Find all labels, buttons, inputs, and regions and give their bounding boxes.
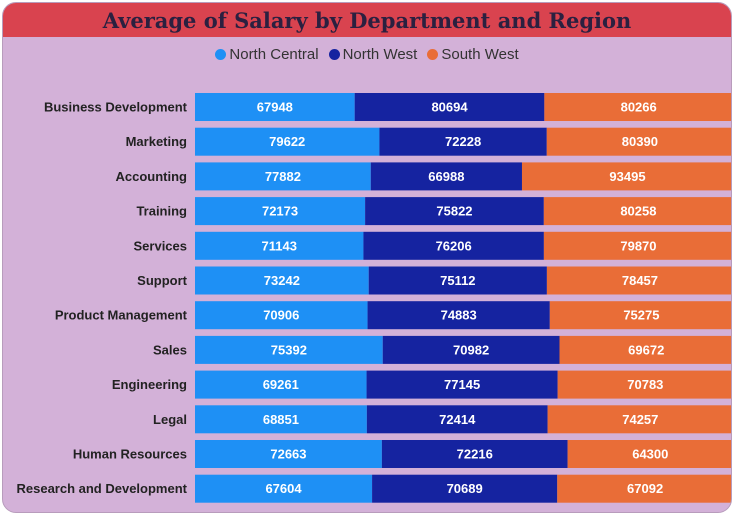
category-label-product-management: Product Management (55, 308, 188, 323)
bar-legal-north-west[interactable] (366, 405, 548, 434)
data-label-business-development-north-central: 67948 (257, 100, 293, 115)
data-label-training-north-west: 75822 (436, 204, 472, 219)
legend-item-north-west[interactable]: North West (328, 46, 418, 63)
data-label-engineering-south-west: 70783 (627, 377, 663, 392)
data-label-product-management-south-west: 75275 (623, 308, 659, 323)
data-label-services-north-west: 76206 (436, 238, 472, 253)
bar-services-south-west[interactable] (543, 231, 732, 260)
data-label-accounting-north-west: 66988 (428, 169, 464, 184)
bar-accounting-south-west[interactable] (521, 162, 732, 191)
data-label-product-management-north-west: 74883 (441, 308, 477, 323)
bar-research-and-development-south-west[interactable] (557, 474, 732, 503)
bar-support-south-west[interactable] (546, 266, 732, 295)
data-label-legal-north-west: 72414 (439, 412, 476, 427)
bar-human-resources-north-central[interactable] (195, 440, 382, 468)
data-label-marketing-north-west: 72228 (445, 134, 481, 149)
legend: North Central North West South West (3, 46, 731, 63)
data-label-human-resources-north-central: 72663 (270, 447, 306, 462)
bar-marketing-north-central[interactable] (195, 127, 380, 156)
bar-product-management-north-west[interactable] (367, 301, 550, 330)
data-label-research-and-development-north-central: 67604 (265, 481, 302, 496)
bar-research-and-development-north-west[interactable] (372, 474, 558, 503)
bar-business-development-south-west[interactable] (544, 93, 732, 121)
data-label-training-north-central: 72173 (262, 204, 298, 219)
data-label-research-and-development-south-west: 67092 (627, 481, 663, 496)
bar-engineering-north-west[interactable] (366, 370, 558, 399)
data-label-marketing-south-west: 80390 (622, 134, 658, 149)
category-label-legal: Legal (153, 412, 187, 427)
title-bar: Average of Salary by Department and Regi… (3, 3, 731, 37)
data-label-engineering-north-west: 77145 (444, 377, 480, 392)
bar-marketing-north-west[interactable] (379, 127, 547, 156)
bar-sales-north-central[interactable] (195, 335, 383, 364)
bar-business-development-north-west[interactable] (354, 93, 545, 121)
bar-research-and-development-north-central[interactable] (195, 474, 373, 503)
legend-dot-icon (215, 49, 227, 60)
category-label-human-resources: Human Resources (73, 447, 187, 462)
data-label-human-resources-north-west: 72216 (457, 447, 493, 462)
bar-human-resources-north-west[interactable] (381, 440, 568, 468)
data-label-services-north-central: 71143 (262, 238, 297, 253)
category-label-training: Training (136, 204, 187, 219)
data-label-accounting-north-central: 77882 (265, 169, 301, 184)
bar-accounting-north-central[interactable] (195, 162, 371, 191)
category-label-business-development: Business Development (44, 100, 188, 115)
data-label-sales-north-west: 70982 (453, 342, 489, 357)
bar-accounting-north-west[interactable] (370, 162, 522, 191)
legend-item-south-west[interactable]: South West (427, 46, 519, 63)
data-label-training-south-west: 80258 (620, 204, 656, 219)
bar-engineering-south-west[interactable] (557, 370, 732, 399)
data-label-support-north-central: 73242 (264, 273, 300, 288)
legend-label: North Central (229, 46, 319, 63)
bar-training-north-west[interactable] (365, 197, 544, 226)
bar-legal-north-central[interactable] (195, 405, 367, 434)
data-label-human-resources-south-west: 64300 (632, 447, 668, 462)
category-label-accounting: Accounting (116, 169, 188, 184)
data-label-support-north-west: 75112 (440, 273, 475, 288)
bar-marketing-south-west[interactable] (546, 127, 732, 156)
bar-engineering-north-central[interactable] (195, 370, 367, 399)
bar-services-north-central[interactable] (195, 231, 364, 260)
category-label-research-and-development: Research and Development (16, 481, 187, 496)
bar-training-north-central[interactable] (195, 197, 366, 226)
legend-label: North West (342, 46, 418, 63)
data-label-sales-south-west: 69672 (628, 342, 664, 357)
data-label-legal-south-west: 74257 (622, 412, 658, 427)
category-label-services: Services (134, 238, 188, 253)
category-label-engineering: Engineering (112, 377, 187, 392)
chart-title: Average of Salary by Department and Regi… (102, 7, 632, 33)
data-label-product-management-north-central: 70906 (263, 308, 299, 323)
data-label-business-development-north-west: 80694 (431, 100, 468, 115)
bar-product-management-north-central[interactable] (195, 301, 368, 330)
legend-item-north-central[interactable]: North Central (215, 46, 319, 63)
bar-services-north-west[interactable] (363, 231, 544, 260)
bar-legal-south-west[interactable] (547, 405, 732, 434)
bar-sales-north-west[interactable] (382, 335, 560, 364)
bar-support-north-west[interactable] (368, 266, 547, 295)
data-label-support-south-west: 78457 (622, 273, 658, 288)
legend-dot-icon (427, 49, 439, 60)
plot-area: Business Development 67948 80694 80266 Marke… (16, 93, 732, 503)
data-label-services-south-west: 79870 (620, 238, 656, 253)
data-label-accounting-south-west: 93495 (609, 169, 645, 184)
bar-support-north-central[interactable] (195, 266, 369, 295)
category-label-marketing: Marketing (126, 134, 187, 149)
legend-label: South West (441, 46, 519, 63)
bar-business-development-north-central[interactable] (195, 93, 355, 121)
data-label-legal-north-central: 68851 (263, 412, 299, 427)
bar-product-management-south-west[interactable] (549, 301, 732, 330)
category-label-support: Support (137, 273, 187, 288)
legend-dot-icon (328, 49, 340, 60)
category-label-sales: Sales (153, 342, 187, 357)
data-label-business-development-south-west: 80266 (621, 100, 657, 115)
data-label-engineering-north-central: 69261 (263, 377, 299, 392)
bar-sales-south-west[interactable] (559, 335, 732, 364)
data-label-sales-north-central: 75392 (271, 342, 307, 357)
data-label-research-and-development-north-west: 70689 (447, 481, 483, 496)
data-label-marketing-north-central: 79622 (269, 134, 305, 149)
bar-training-south-west[interactable] (543, 197, 732, 226)
bar-human-resources-south-west[interactable] (567, 440, 732, 468)
